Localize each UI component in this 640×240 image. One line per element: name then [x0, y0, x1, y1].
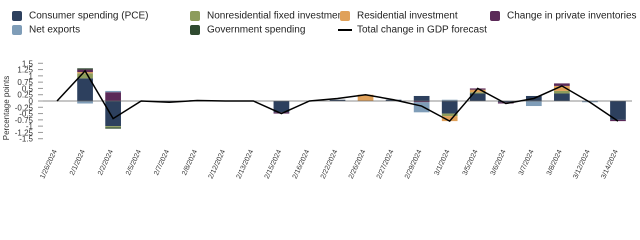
bar-segment	[77, 73, 93, 79]
bar-segment	[413, 101, 430, 103]
x-tick-label: 2/1/2024	[69, 149, 87, 177]
bar-segment	[610, 101, 626, 120]
x-tick-label: 2/2/2024	[97, 149, 115, 177]
bar-segment	[554, 83, 570, 86]
x-tick-label: 2/5/2024	[125, 149, 143, 177]
legend-swatch	[12, 11, 22, 21]
bar-segment	[273, 101, 290, 113]
y-tick-label: -1.25	[15, 128, 34, 137]
bar-segment	[469, 93, 486, 101]
bar-segment	[554, 93, 570, 101]
legend-label: Net exports	[29, 25, 80, 36]
bar-segment	[497, 101, 514, 103]
bar-segment	[105, 127, 121, 129]
x-tick-label: 3/5/2024	[462, 149, 480, 177]
legend-label: Total change in GDP forecast	[357, 25, 487, 36]
legend-label: Nonresidential fixed investment	[207, 11, 346, 22]
legend-swatch	[190, 25, 200, 35]
bar-segment	[469, 92, 486, 94]
bar-segment	[77, 78, 93, 101]
bar-segment	[329, 99, 346, 101]
x-tick-label: 3/8/2024	[546, 149, 564, 177]
x-tick-label: 3/12/2024	[572, 149, 592, 180]
bar-segment	[105, 126, 121, 128]
legend-swatch	[490, 11, 500, 21]
y-tick-label: -0.5	[19, 110, 33, 119]
bar-segment	[357, 94, 374, 101]
x-tick-label: 2/22/2024	[320, 149, 340, 180]
x-tick-label: 2/7/2024	[153, 149, 171, 177]
y-tick-label: 1.25	[17, 66, 33, 75]
bar-segment	[77, 68, 93, 70]
legend-swatch	[12, 25, 22, 35]
x-tick-label: 2/16/2024	[292, 149, 312, 180]
x-tick-label: 3/1/2024	[434, 149, 452, 177]
bar-segment	[105, 90, 121, 93]
x-tick-label: 3/6/2024	[490, 149, 508, 177]
y-tick-label: -0.25	[15, 103, 34, 112]
y-tick-label: 1.5	[22, 59, 34, 68]
bar-segment	[554, 85, 570, 91]
x-tick-label: 3/7/2024	[518, 149, 536, 177]
y-tick-label: 0.25	[17, 91, 33, 100]
y-tick-label: 0.75	[17, 78, 33, 87]
x-tick-label: 1/26/2024	[39, 149, 59, 180]
legend-label: Consumer spending (PCE)	[29, 11, 149, 22]
y-tick-label: -1	[26, 122, 34, 131]
x-tick-label: 2/27/2024	[376, 149, 396, 180]
bar-segment	[441, 99, 458, 101]
x-tick-label: 2/13/2024	[236, 149, 256, 180]
legend-label: Change in private inventories	[507, 11, 637, 22]
bar-segment	[413, 95, 430, 101]
bar-segment	[105, 92, 121, 101]
x-tick-label: 2/29/2024	[404, 149, 424, 180]
legend-label: Residential investment	[357, 11, 458, 22]
x-tick-label: 2/8/2024	[181, 149, 199, 177]
bar-segment	[525, 101, 542, 107]
total-line	[56, 69, 619, 123]
y-axis-label: Percentage points	[2, 76, 11, 141]
y-tick-label: 0	[29, 97, 34, 106]
x-tick-label: 2/12/2024	[208, 149, 228, 180]
bar-segment	[413, 102, 430, 113]
bar-segment	[105, 101, 121, 127]
legend-label: Government spending	[207, 25, 305, 36]
legend-swatch	[340, 11, 350, 21]
y-tick-label: -0.75	[15, 116, 34, 125]
x-tick-label: 3/14/2024	[600, 149, 620, 180]
legend-swatch	[190, 11, 200, 21]
x-tick-label: 2/26/2024	[348, 149, 368, 180]
bar-segment	[554, 90, 570, 94]
y-tick-label: 1	[29, 72, 34, 81]
x-tick-label: 2/15/2024	[264, 149, 284, 180]
bar-segment	[441, 116, 458, 122]
bar-segment	[441, 113, 458, 117]
y-tick-label: 0.5	[22, 84, 34, 93]
bar-segment	[469, 89, 486, 93]
bar-segment	[441, 101, 458, 114]
bar-segment	[77, 101, 93, 104]
y-tick-label: -1.5	[19, 135, 33, 144]
chart: Percentage points Consumer spending (PCE…	[2, 11, 637, 180]
bar-segment	[77, 72, 93, 74]
